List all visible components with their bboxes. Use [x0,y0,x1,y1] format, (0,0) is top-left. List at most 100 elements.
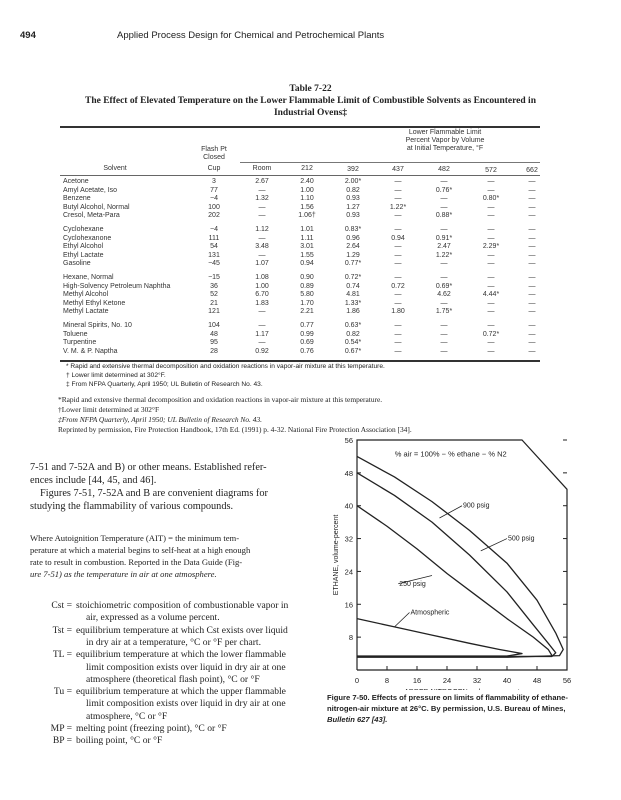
figure-caption: nitrogen-air mixture at 26°C. By permiss… [327,704,566,713]
table-cell: 1.75* [435,308,453,315]
x-tick-label: 24 [443,676,451,685]
solvent-name: Acetone [63,178,89,185]
table-cell: 2.67 [255,178,269,185]
table-cell: 0.94 [391,234,405,242]
table-cell: — [394,322,402,329]
table-cell: 1.11 [300,234,314,242]
table-cell: 4.62 [437,291,451,298]
table-cell: 1.86 [346,308,360,315]
table-cell: 1.10 [300,195,314,202]
table-cell: — [394,299,402,307]
ait-text: ure 7-51) as the temperature in air at o… [30,569,217,579]
table-cell: — [440,203,448,211]
table-cell: 0.93 [346,195,360,202]
table-cell: 0.67* [344,347,362,355]
table-cell: −4 [210,195,218,202]
table-cell: 1.33* [344,299,362,307]
x-tick-label: 16 [413,676,421,685]
table-title: The Effect of Elevated Temperature on th… [85,96,536,106]
table-cell: 2.21 [300,308,314,315]
ait-text: perature at which a material begins to s… [30,545,251,555]
table-cell: 0.72* [482,330,500,338]
solvent-name: Hexane, Normal [63,274,114,281]
definition-text: equilibrium temperature at which Cst exi… [76,624,288,636]
table-cell: — [394,330,402,338]
table-cell: — [440,226,448,233]
definition-text: boiling point, °C or °F [76,735,163,747]
table-cell: 5.80 [300,291,314,298]
table-cell: 0.82 [346,330,360,338]
table-cell: — [487,282,495,290]
table-cell: — [487,322,495,329]
y-tick-label: 8 [349,633,353,642]
table-cell: 104 [208,322,220,329]
body-text: Figures 7-51, 7-52A and B are convenient… [40,488,268,499]
table-cell: — [487,308,495,315]
table-cell: 95 [210,339,218,346]
table-cell: — [487,203,495,211]
col-212: 212 [301,165,313,172]
table-cell: 1.22* [435,251,453,259]
table-cell: 0.91* [435,234,453,242]
table-cell: 3.01 [300,243,314,250]
page-number: 494 [20,30,36,41]
series-leader [480,538,508,552]
table-cell: — [440,322,448,329]
table-cell: — [528,243,536,250]
definition-term: TL = [52,649,72,661]
definition-text: air, expressed as a volume percent. [86,612,220,624]
table-cell: — [528,203,536,211]
table-cell: — [440,339,448,346]
table-cell: 0.83* [344,226,362,233]
solvent-name: Ethyl Lactate [63,251,104,259]
footnote: ‡ From NFPA Quarterly, April 1950; UL Bu… [66,381,263,388]
solvent-name: Turpentine [63,339,97,346]
y-tick-label: 40 [345,502,353,511]
table-top-rule [60,126,540,128]
table-cell: — [487,178,495,185]
definition-term: Tst = [52,624,72,636]
solvent-name: Benzene [63,195,91,202]
table-cell: — [528,234,536,242]
table-cell: 1.01 [300,226,314,233]
table-cell: — [528,339,536,346]
table-number: Table 7-22 [289,84,332,94]
col-437: 437 [392,166,404,173]
table-cell: 131 [208,251,220,259]
table-cell: 1.12 [255,226,269,233]
series-line-atmospheric [356,618,523,657]
definition-text: melting point (freezing point), °C or °F [76,723,227,734]
reprint-credit: Reprinted by permission, Fire Protection… [58,425,412,434]
table-cell: 1.27 [346,203,360,211]
table-cell: 1.06† [298,212,316,219]
x-tick-label: 0 [355,676,359,685]
footnote: * Rapid and extensive thermal decomposit… [66,363,385,370]
table-cell: — [487,339,495,346]
table-cell: — [487,212,495,219]
group-header: Percent Vapor by Volume [405,137,485,144]
series-line-500-psig [356,472,557,658]
table-cell: 6.70 [255,291,269,298]
table-cell: 0.96 [346,234,360,242]
solvent-name: Cyclohexane [63,226,104,233]
table-cell: 0.90 [300,274,314,281]
table-cell: — [487,347,495,355]
solvent-name: Mineral Spirits, No. 10 [63,322,132,329]
group-header: Lower Flammable Limit [408,129,482,136]
solvent-name: Methyl Ethyl Ketone [63,299,126,307]
table-cell: 28 [210,347,218,355]
table-cell: — [487,274,495,281]
table-cell: 0.80* [482,195,500,202]
flash-header: Cup [207,165,221,172]
figure-caption: Figure 7-50. Effects of pressure on limi… [327,693,568,702]
table-cell: 0.77* [344,260,362,267]
footnote: †Lower limit determined at 302°F [58,405,160,414]
table-cell: — [528,212,536,219]
ait-text: rate to result in combustion. Reported i… [30,557,243,567]
table-cell: — [258,339,266,346]
table-cell: — [394,274,402,281]
x-tick-label: 8 [385,676,389,685]
solvent-name: High-Solvency Petroleum Naphtha [63,282,171,290]
body-text: ences include [44, 45, and 46]. [30,475,157,486]
